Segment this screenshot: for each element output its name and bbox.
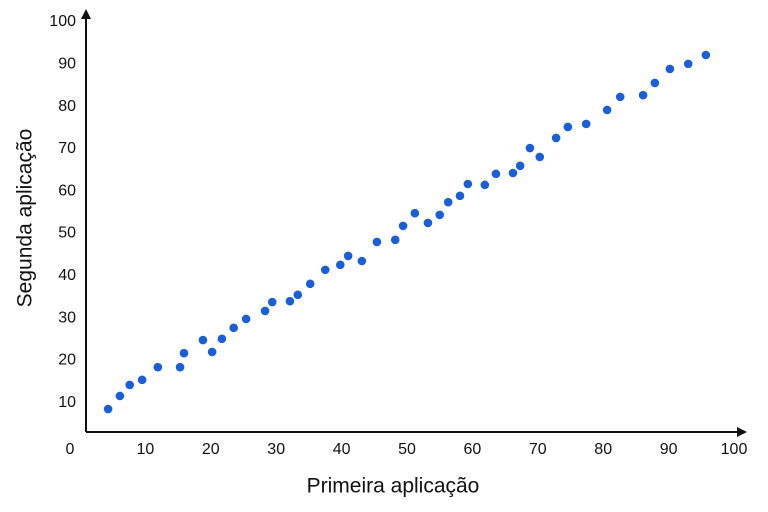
x-tick-label: 60 bbox=[464, 441, 482, 458]
point bbox=[320, 265, 330, 275]
y-tick-label: 100 bbox=[49, 13, 76, 30]
y-tick-label: 80 bbox=[58, 98, 76, 115]
point bbox=[581, 119, 591, 129]
point bbox=[638, 90, 648, 100]
point bbox=[260, 306, 270, 316]
point bbox=[463, 179, 473, 189]
point bbox=[175, 362, 185, 372]
x-axis-title: Primeira aplicação bbox=[307, 475, 480, 498]
point bbox=[683, 59, 693, 69]
point bbox=[615, 92, 625, 102]
y-tick-label: 70 bbox=[58, 140, 76, 157]
point bbox=[267, 297, 277, 307]
point bbox=[602, 105, 612, 115]
point bbox=[525, 143, 535, 153]
y-tick-label: 10 bbox=[58, 394, 76, 411]
y-tick-label: 90 bbox=[58, 56, 76, 73]
y-tick-label: 30 bbox=[58, 309, 76, 326]
y-tick-label: 50 bbox=[58, 225, 76, 242]
point bbox=[293, 290, 303, 300]
point bbox=[115, 391, 125, 401]
point bbox=[217, 334, 227, 344]
x-tick-label: 20 bbox=[202, 441, 220, 458]
point bbox=[535, 152, 545, 162]
point bbox=[207, 347, 217, 357]
point bbox=[343, 251, 353, 261]
point bbox=[551, 133, 561, 143]
point bbox=[410, 208, 420, 218]
point bbox=[125, 380, 135, 390]
point bbox=[650, 78, 660, 88]
point bbox=[229, 323, 238, 333]
point bbox=[515, 161, 525, 171]
point bbox=[153, 362, 163, 372]
x-tick-label: 10 bbox=[137, 441, 155, 458]
point bbox=[480, 180, 490, 190]
x-tick-label: 0 bbox=[66, 441, 75, 458]
y-axis-title: Segunda aplicação bbox=[14, 129, 37, 308]
x-tick-label: 30 bbox=[267, 441, 285, 458]
y-tick-label: 40 bbox=[58, 267, 76, 284]
x-tick-label: 100 bbox=[721, 441, 748, 458]
point bbox=[241, 314, 251, 324]
point bbox=[305, 279, 315, 289]
x-tick-label: 50 bbox=[398, 441, 416, 458]
point bbox=[103, 404, 113, 414]
point bbox=[563, 122, 573, 132]
x-tick-label: 80 bbox=[594, 441, 612, 458]
point bbox=[372, 237, 382, 247]
y-axis-arrow bbox=[81, 9, 91, 19]
point bbox=[357, 256, 367, 266]
point bbox=[665, 64, 675, 74]
point bbox=[198, 335, 208, 345]
point bbox=[455, 191, 465, 201]
point bbox=[508, 168, 518, 178]
y-tick-label: 20 bbox=[58, 352, 76, 369]
point bbox=[435, 210, 445, 220]
point bbox=[491, 169, 501, 179]
x-tick-label: 70 bbox=[529, 441, 547, 458]
point bbox=[390, 235, 400, 245]
y-tick-label: 60 bbox=[58, 182, 76, 199]
point bbox=[398, 221, 408, 231]
point bbox=[701, 50, 711, 60]
point bbox=[335, 260, 345, 270]
point bbox=[179, 348, 189, 358]
point bbox=[423, 218, 433, 228]
x-tick-label: 40 bbox=[333, 441, 351, 458]
point bbox=[285, 296, 295, 306]
x-axis-arrow bbox=[737, 427, 747, 437]
point bbox=[137, 375, 147, 385]
point bbox=[443, 197, 453, 207]
x-tick-label: 90 bbox=[660, 441, 678, 458]
